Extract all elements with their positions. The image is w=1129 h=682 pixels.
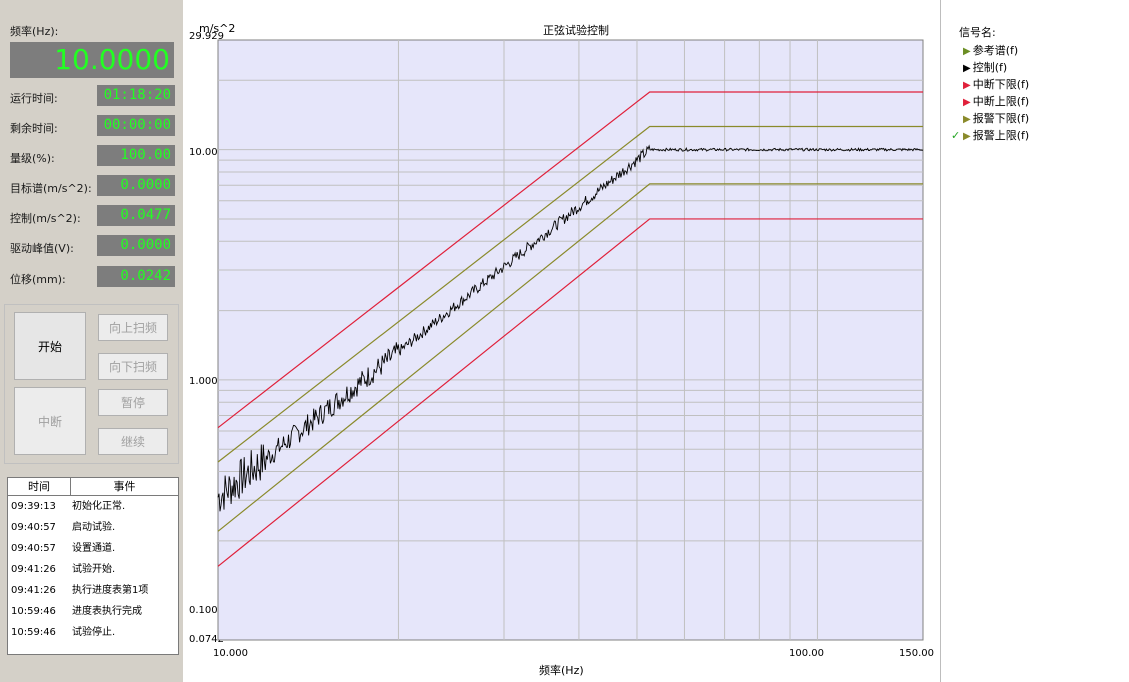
pause-button[interactable]: 暂停 (98, 389, 168, 416)
plot-area[interactable] (183, 0, 940, 682)
frequency-label: 频率(Hz): (10, 25, 59, 38)
sweep-up-button[interactable]: 向上扫频 (98, 314, 168, 341)
legend-item-reference[interactable]: ▶ 参考谱(f) (951, 42, 1018, 58)
log-row: 09:39:13 初始化正常. (8, 496, 178, 517)
legend-item-control[interactable]: ▶ 控制(f) (951, 59, 1007, 75)
legend-title: 信号名: (959, 26, 996, 39)
log-time: 09:41:26 (11, 585, 56, 596)
legend-item-abort-upper[interactable]: ▶ 中断上限(f) (951, 93, 1029, 109)
legend-label: 控制(f) (972, 61, 1008, 74)
legend-label: 参考谱(f) (972, 44, 1019, 57)
readout-value: 00:00:00 (97, 115, 175, 136)
readout-label: 剩余时间: (10, 122, 58, 135)
legend-item-abort-lower[interactable]: ▶ 中断下限(f) (951, 76, 1029, 92)
triangle-right-icon: ▶ (963, 114, 971, 125)
column-header-time[interactable]: 时间 (8, 478, 71, 495)
y-axis-unit: m/s^2 (199, 22, 236, 35)
log-row: 10:59:46 进度表执行完成 (8, 601, 178, 622)
log-event: 试验开始. (72, 564, 116, 575)
readout-label: 位移(mm): (10, 273, 66, 286)
triangle-right-icon: ▶ (963, 80, 971, 91)
log-event: 试验停止. (72, 627, 116, 638)
control-trace (217, 144, 924, 512)
frequency-display: 10.0000 (10, 42, 174, 78)
log-event: 启动试验. (72, 522, 116, 533)
log-event: 进度表执行完成 (72, 606, 142, 617)
log-event: 初始化正常. (72, 501, 126, 512)
log-row: 10:59:46 试验停止. (8, 622, 178, 643)
chart-panel: m/s^2 正弦试验控制 29.929 10.000 1.0000 0.1000… (183, 0, 940, 682)
log-time: 09:41:26 (11, 564, 56, 575)
sweep-down-button[interactable]: 向下扫频 (98, 353, 168, 380)
log-time: 09:39:13 (11, 501, 56, 512)
x-tick-label: 10.000 (213, 648, 248, 659)
series-layer (217, 91, 923, 567)
readout-value: 0.0477 (97, 205, 175, 226)
column-header-event[interactable]: 事件 (113, 480, 136, 493)
event-log-header: 时间 事件 (8, 478, 178, 496)
series-line (217, 125, 923, 463)
readout-label: 目标谱(m/s^2): (10, 182, 92, 195)
legend-label: 报警下限(f) (972, 112, 1030, 125)
checkmark-icon: ✓ (951, 129, 961, 142)
series-line (217, 183, 923, 532)
log-time: 10:59:46 (11, 627, 56, 638)
grid-lines (218, 40, 923, 640)
plot-background (217, 39, 924, 641)
log-row: 09:40:57 启动试验. (8, 517, 178, 538)
legend-item-alarm-lower[interactable]: ▶ 报警下限(f) (951, 110, 1029, 126)
control-buttons: 开始 向上扫频 向下扫频 中断 暂停 继续 (4, 304, 179, 464)
triangle-right-icon: ▶ (963, 131, 971, 142)
legend-label: 中断下限(f) (972, 78, 1030, 91)
resume-button[interactable]: 继续 (98, 428, 168, 455)
readout-value: 100.00 (97, 145, 175, 166)
event-log: 时间 事件 09:39:13 初始化正常. 09:40:57 启动试验. 09:40… (7, 477, 179, 655)
readout-label: 驱动峰值(V): (10, 242, 74, 255)
x-tick-label: 100.00 (789, 648, 824, 659)
log-time: 09:40:57 (11, 522, 56, 533)
readout-label: 量级(%): (10, 152, 55, 165)
readout-value: 0.0242 (97, 266, 175, 287)
triangle-right-icon: ▶ (963, 97, 971, 108)
legend-label: 中断上限(f) (972, 95, 1030, 108)
log-time: 09:40:57 (11, 543, 56, 554)
y-tick-label: 1.0000 (189, 376, 224, 387)
x-axis-title: 频率(Hz) (539, 664, 584, 677)
triangle-right-icon: ▶ (963, 63, 971, 74)
series-line (217, 218, 923, 567)
legend-panel: 信号名: ▶ 参考谱(f) ▶ 控制(f) ▶ 中断下限(f) ▶ 中断上限(f) ▶ 报… (940, 0, 1129, 682)
y-tick-label: 0.0742 (189, 634, 224, 645)
abort-button[interactable]: 中断 (14, 387, 86, 455)
chart-title: 正弦试验控制 (543, 24, 609, 37)
y-tick-label: 10.000 (189, 147, 224, 158)
start-button[interactable]: 开始 (14, 312, 86, 380)
readout-label: 运行时间: (10, 92, 58, 105)
y-tick-label: 29.929 (189, 31, 224, 42)
status-panel: 频率(Hz): 10.0000 运行时间: 01:18:20 剩余时间: 00:… (0, 0, 183, 682)
readout-value: 0.0000 (97, 175, 175, 196)
triangle-right-icon: ▶ (963, 46, 971, 57)
legend-item-alarm-upper[interactable]: ✓ ▶ 报警上限(f) (951, 127, 1029, 143)
log-row: 09:41:26 试验开始. (8, 559, 178, 580)
series-line (217, 91, 923, 429)
x-tick-label: 150.00 (899, 648, 934, 659)
log-event: 设置通道. (72, 543, 116, 554)
y-tick-label: 0.1000 (189, 605, 224, 616)
log-row: 09:41:26 执行进度表第1项 (8, 580, 178, 601)
readout-value: 0.0000 (97, 235, 175, 256)
log-event: 执行进度表第1项 (72, 585, 149, 596)
log-row: 09:40:57 设置通道. (8, 538, 178, 559)
log-time: 10:59:46 (11, 606, 56, 617)
legend-label: 报警上限(f) (972, 129, 1030, 142)
readout-label: 控制(m/s^2): (10, 212, 81, 225)
readout-value: 01:18:20 (97, 85, 175, 106)
